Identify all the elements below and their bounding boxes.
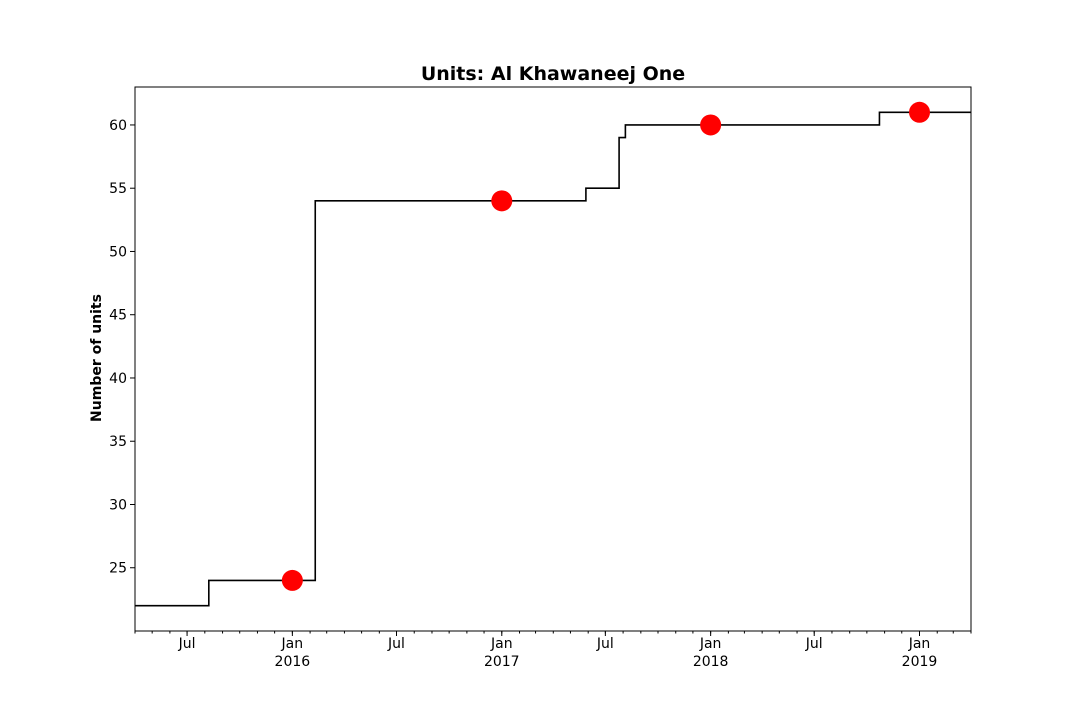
x-tick-label: Jul <box>596 636 614 652</box>
y-tick-label: 45 <box>109 308 127 324</box>
y-tick-label: 35 <box>109 434 127 450</box>
x-tick-label: Jan <box>699 636 722 652</box>
y-tick-label: 50 <box>109 244 127 260</box>
data-point-marker <box>281 569 303 591</box>
x-tick-year-label: 2019 <box>902 654 938 670</box>
data-point-marker <box>909 101 931 123</box>
y-tick-label: 30 <box>109 497 127 513</box>
data-point-marker <box>491 190 513 212</box>
x-tick-label: Jul <box>387 636 405 652</box>
y-tick-label: 40 <box>109 371 127 387</box>
x-tick-label: Jan <box>490 636 513 652</box>
x-tick-year-label: 2017 <box>484 654 520 670</box>
chart-title: Units: Al Khawaneej One <box>421 63 685 85</box>
y-tick-label: 60 <box>109 118 127 134</box>
data-point-marker <box>700 114 722 136</box>
x-tick-label: Jul <box>805 636 823 652</box>
x-tick-year-label: 2016 <box>275 654 311 670</box>
x-tick-year-label: 2018 <box>693 654 729 670</box>
x-tick-label: Jul <box>178 636 196 652</box>
y-tick-label: 25 <box>109 561 127 577</box>
x-tick-label: Jan <box>908 636 931 652</box>
y-axis-label: Number of units <box>89 294 105 422</box>
plot-frame <box>134 86 972 632</box>
units-step-line <box>135 111 971 607</box>
x-tick-label: Jan <box>281 636 304 652</box>
plot-area: 25 30 35 40 45 50 55 60 Jul Jan 2016 Jul Jan 2017 Jul J… <box>109 101 972 670</box>
y-tick-label: 55 <box>109 181 127 197</box>
